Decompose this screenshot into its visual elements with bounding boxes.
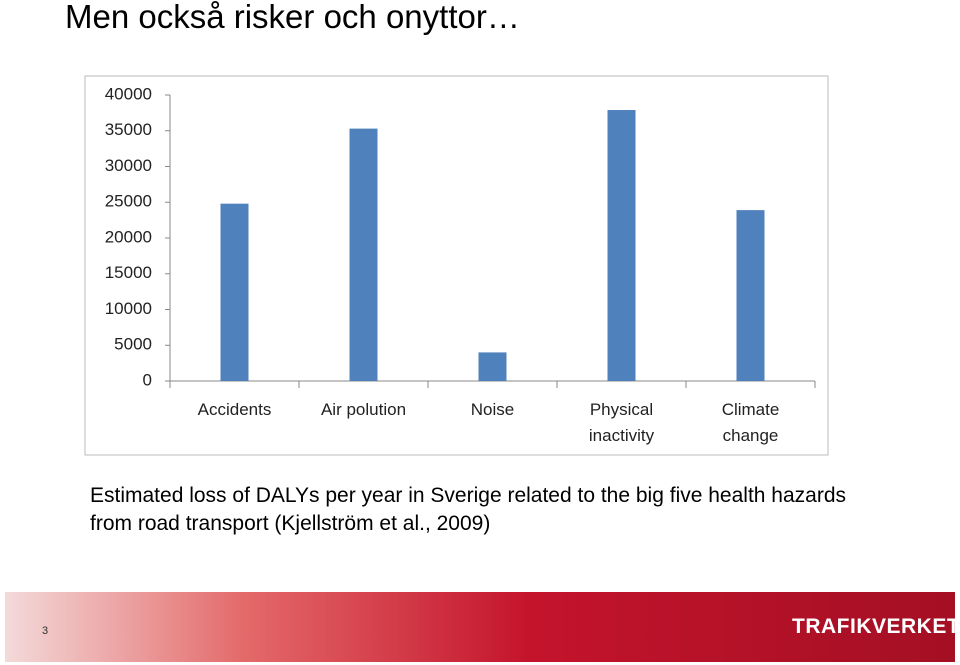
bar [478, 352, 507, 381]
y-tick-label: 20000 [105, 227, 152, 246]
x-tick-label: Air polution [320, 400, 407, 419]
bar [349, 128, 378, 381]
bar [607, 110, 636, 381]
logo: TRAFIKVERKET [792, 615, 960, 638]
y-tick-label: 10000 [105, 299, 152, 318]
x-tick-label: Climate change [721, 400, 780, 445]
y-tick-label: 30000 [105, 156, 152, 175]
y-tick-label: 5000 [114, 335, 152, 354]
bar [736, 210, 765, 381]
y-tick-label: 25000 [105, 192, 152, 211]
chart-frame [84, 75, 829, 456]
footer-banner [5, 592, 955, 662]
y-tick-label: 40000 [105, 84, 152, 103]
x-tick-label: Noise [470, 400, 515, 419]
slide-title: Men också risker och onyttor… [65, 0, 520, 35]
x-tick-label: Physical inactivity [588, 400, 655, 445]
caption: Estimated loss of DALYs per year in Sver… [90, 484, 847, 535]
x-tick-label: Accidents [197, 400, 272, 419]
y-tick-label: 15000 [105, 263, 152, 282]
page-number: 3 [42, 625, 49, 637]
y-tick-label: 35000 [105, 120, 152, 139]
y-tick-label: 0 [143, 370, 152, 389]
bar [220, 203, 249, 381]
